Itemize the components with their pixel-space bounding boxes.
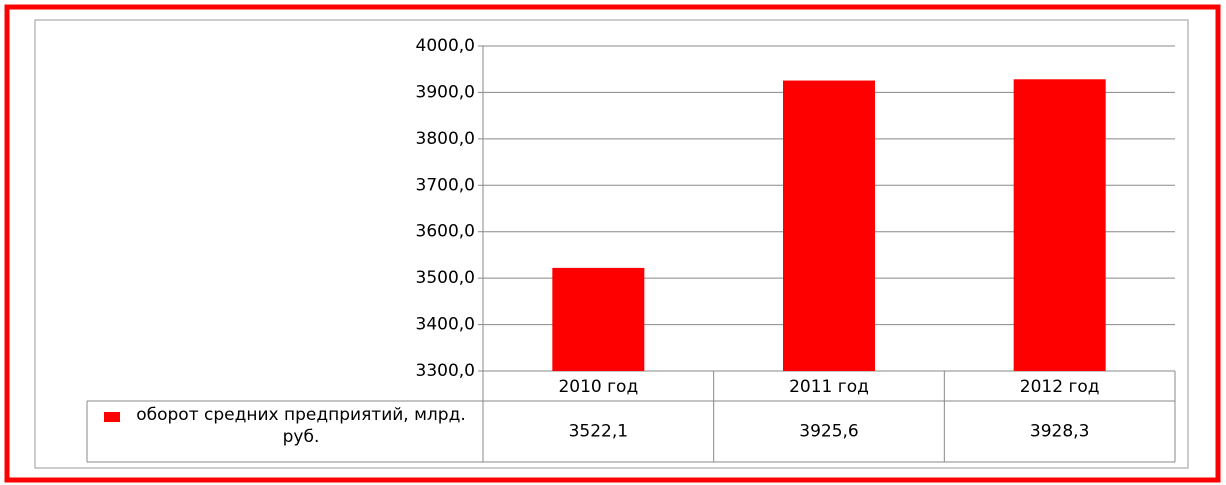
y-tick-label: 3400,0 — [416, 315, 475, 335]
bar — [783, 80, 875, 372]
y-tick-label: 3300,0 — [416, 361, 475, 381]
y-tick-label: 4000,0 — [416, 36, 475, 56]
y-tick-label: 3700,0 — [416, 175, 475, 195]
chart-border — [34, 19, 1189, 469]
legend-swatch — [104, 412, 120, 422]
frame — [4, 4, 1221, 483]
bar — [552, 267, 645, 371]
y-tick-label: 3800,0 — [416, 129, 475, 149]
y-tick-label: 3600,0 — [416, 222, 475, 242]
table-value: 3925,6 — [799, 422, 858, 442]
bar — [1013, 79, 1106, 372]
table-value: 3522,1 — [569, 422, 628, 442]
y-tick-label: 3900,0 — [416, 82, 475, 102]
x-tick-label: 2012 год — [1020, 377, 1100, 397]
x-tick-label: 2011 год — [789, 377, 869, 397]
table-value: 3928,3 — [1030, 422, 1089, 442]
legend-label: оборот средних предприятий, млрд. руб. — [136, 405, 466, 447]
y-tick-label: 3500,0 — [416, 268, 475, 288]
x-tick-label: 2010 год — [558, 377, 638, 397]
